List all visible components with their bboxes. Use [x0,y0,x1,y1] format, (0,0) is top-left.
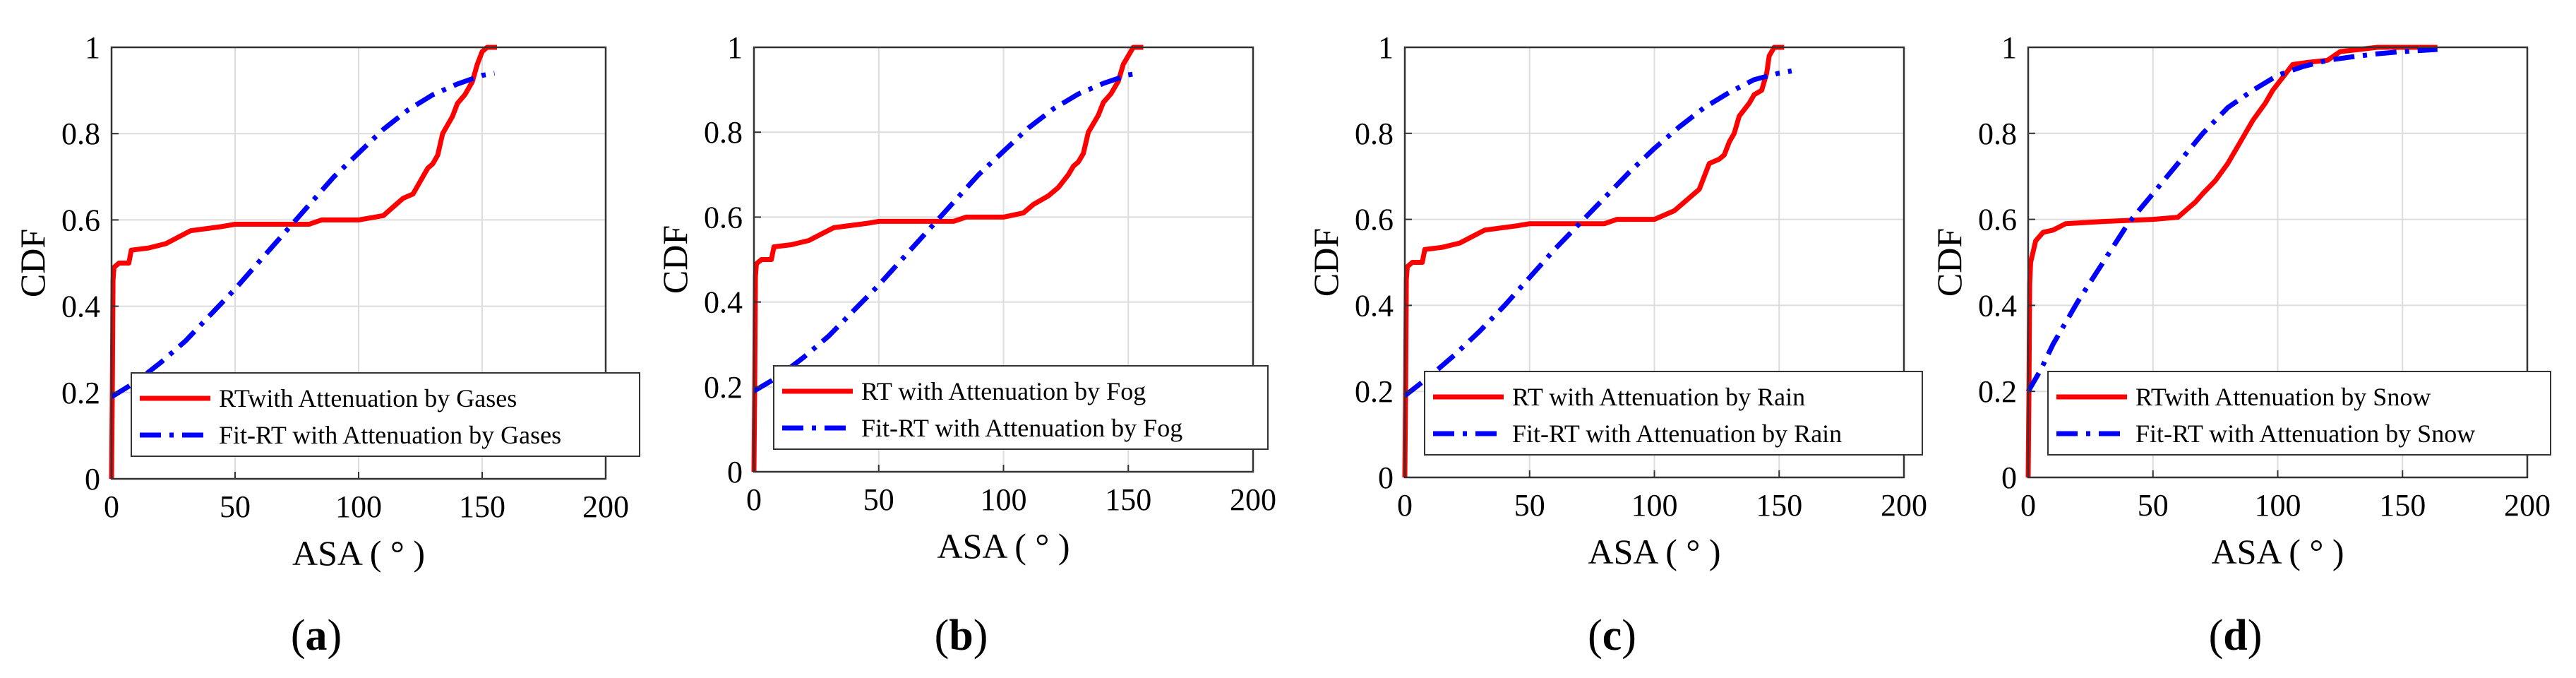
chart-panel-b: 0 50 100 150 200 0 0.2 0.4 0.6 0.8 1 ASA ( ° ) CDF RT… [655,30,1276,660]
x-tick-label: 200 [1881,488,1927,523]
x-tick-label: 150 [1756,488,1802,523]
x-tick-label: 50 [2138,488,2169,523]
y-tick-label: 0.6 [1978,203,2017,237]
legend-box [2047,371,2551,456]
x-tick-label: 150 [459,489,505,524]
legend: RT with Attenuation by Rain Fit-RT with A… [1424,371,1923,456]
y-axis-label: CDF [1929,228,1969,297]
x-tick-label: 50 [1514,488,1545,523]
x-tick-label: 0 [746,482,762,517]
chart-panel-d: 0 50 100 150 200 0 0.2 0.4 0.6 0.8 1 ASA ( ° ) CDF RT… [1929,30,2551,660]
x-tick-label: 50 [863,482,894,517]
y-tick-label: 0.4 [61,290,100,324]
panel-label: (b) [935,612,988,660]
series-line-rt [1402,44,1785,478]
series-line-rt [751,44,1144,472]
y-tick-label: 0.8 [1978,117,2017,151]
y-axis-label: CDF [13,229,52,297]
legend: RT with Attenuation by Fog Fit-RT with At… [773,365,1269,450]
panel-letter: d [2223,612,2247,660]
x-tick-label: 0 [1397,488,1413,523]
x-axis-label: ASA ( ° ) [1588,532,1720,571]
legend-entry-label: RTwith Attenuation by Gases [219,384,517,412]
x-tick-label: 100 [335,489,382,524]
x-tick-label: 150 [2379,488,2426,523]
y-axis-label: CDF [655,225,695,294]
y-tick-label: 0 [1378,460,1394,495]
y-tick-label: 1 [85,30,100,65]
x-tick-label: 100 [2255,488,2301,523]
legend-box [131,372,640,457]
series-line-rt [109,44,497,480]
panel-label: (d) [2209,612,2263,660]
series-line-fit-rt [2025,47,2438,393]
y-tick-label: 0.2 [704,370,743,405]
legend: RTwith Attenuation by Gases Fit-RT with A… [131,372,640,457]
legend-entry-label: Fit-RT with Attenuation by Fog [861,414,1182,442]
x-tick-label: 200 [582,489,629,524]
y-tick-label: 0.6 [704,200,743,234]
legend-entry-label: Fit-RT with Attenuation by Rain [1512,420,1842,448]
y-tick-label: 1 [2001,30,2017,65]
panel-letter: c [1602,612,1622,660]
x-axis-label: ASA ( ° ) [292,533,425,573]
legend-entry-label: Fit-RT with Attenuation by Gases [219,421,561,449]
y-tick-label: 0 [2001,460,2017,495]
series-line-rt [2025,44,2438,478]
x-tick-label: 200 [2504,488,2551,523]
legend-entry-label: RT with Attenuation by Rain [1512,383,1805,411]
y-tick-label: 0.6 [1355,203,1394,237]
y-tick-label: 0.2 [61,376,100,410]
y-tick-label: 0 [85,462,100,496]
y-tick-label: 0.8 [1355,117,1394,151]
y-tick-label: 0.6 [61,203,100,237]
x-tick-label: 200 [1230,482,1276,517]
y-tick-label: 0.2 [1978,374,2017,409]
x-tick-label: 50 [220,489,251,524]
legend-box [773,365,1269,450]
y-tick-label: 1 [727,30,743,65]
panel-label: (a) [291,612,342,660]
y-tick-label: 0.2 [1355,374,1394,409]
y-tick-label: 0.4 [1978,288,2017,323]
x-axis-label: ASA ( ° ) [2211,532,2344,571]
panel-letter: b [949,612,973,660]
legend-entry-label: RT with Attenuation by Fog [861,377,1146,405]
y-tick-label: 0.4 [1355,288,1394,323]
x-tick-label: 100 [981,482,1027,517]
legend-box [1424,371,1923,456]
x-tick-label: 150 [1105,482,1151,517]
y-axis-label: CDF [1306,228,1346,297]
legend-entry-label: Fit-RT with Attenuation by Snow [2135,420,2475,448]
y-tick-label: 0 [727,455,743,489]
legend: RTwith Attenuation by Snow Fit-RT with At… [2047,371,2551,456]
chart-panel-c: 0 50 100 150 200 0 0.2 0.4 0.6 0.8 1 ASA ( ° ) CDF RT… [1306,30,1927,660]
x-tick-label: 0 [104,489,119,524]
y-tick-label: 0.8 [61,117,100,151]
chart-panel-a: 0 50 100 150 200 0 0.2 0.4 0.6 0.8 1 ASA ( ° ) CDF RT… [13,30,640,660]
x-tick-label: 100 [1631,488,1678,523]
y-tick-label: 0.8 [704,115,743,150]
y-tick-label: 1 [1378,30,1394,65]
panel-letter: a [306,612,328,660]
legend-entry-label: RTwith Attenuation by Snow [2135,383,2431,411]
y-tick-label: 0.4 [704,285,743,320]
series-line-fit-rt [1403,69,1792,398]
panel-label: (c) [1588,612,1636,660]
x-axis-label: ASA ( ° ) [937,526,1070,566]
x-tick-label: 0 [2020,488,2036,523]
